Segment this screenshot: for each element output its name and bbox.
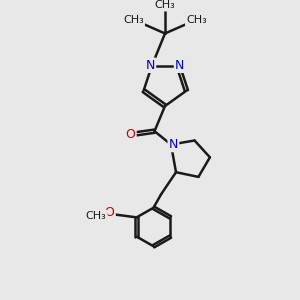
Text: CH₃: CH₃ [154, 0, 176, 10]
Text: N: N [175, 59, 184, 72]
Text: N: N [146, 59, 155, 72]
Text: N: N [169, 138, 178, 151]
Text: O: O [105, 206, 115, 219]
Text: O: O [126, 128, 135, 141]
Text: CH₃: CH₃ [123, 15, 144, 25]
Text: CH₃: CH₃ [186, 15, 207, 25]
Text: CH₃: CH₃ [86, 211, 106, 221]
